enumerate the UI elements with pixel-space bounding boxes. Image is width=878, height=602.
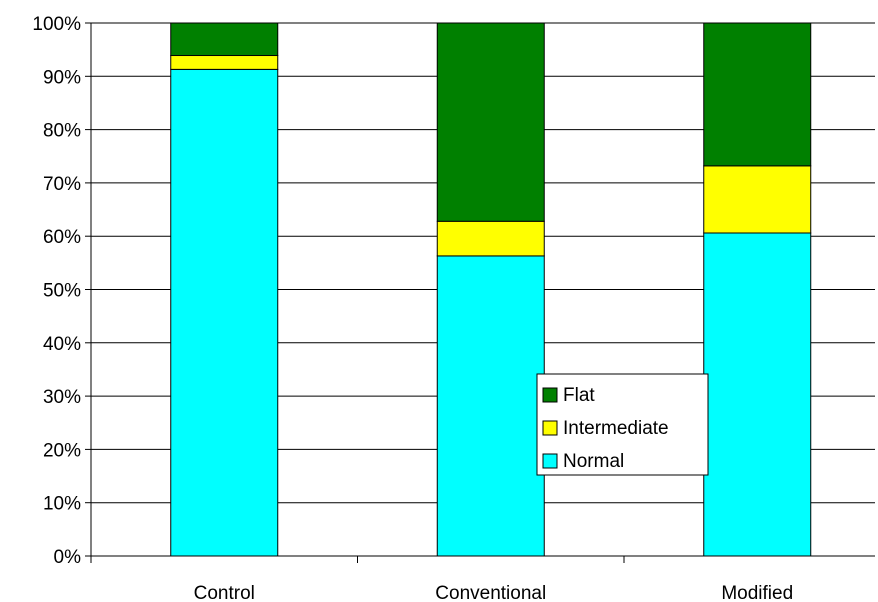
bar-segment-normal-modified	[703, 232, 812, 557]
bar-segment-normal-conventional	[436, 255, 545, 557]
legend: Flat Intermediate Normal	[536, 373, 709, 476]
x-axis-category-labels: Control Conventional Modified	[194, 583, 794, 602]
y-tick-label: 60%	[43, 227, 81, 248]
bar-segment-intermediate-modified	[703, 165, 812, 234]
legend-swatch-intermediate	[542, 420, 558, 436]
bar-segment-flat-conventional	[436, 22, 545, 222]
bar-segment-normal-control	[170, 68, 279, 557]
legend-swatch-flat	[542, 387, 558, 403]
y-tick-label: 10%	[43, 494, 81, 515]
x-axis-tick-marks	[90, 556, 625, 563]
legend-label-intermediate: Intermediate	[563, 418, 669, 439]
y-tick-label: 0%	[54, 547, 82, 568]
bar-segment-intermediate-control	[170, 55, 279, 70]
bar-segment-flat-control	[170, 22, 279, 57]
y-tick-label: 20%	[43, 440, 81, 461]
bars	[170, 22, 812, 557]
y-tick-label: 70%	[43, 174, 81, 195]
y-tick-label: 90%	[43, 67, 81, 88]
y-tick-label: 50%	[43, 281, 81, 302]
y-tick-label: 30%	[43, 387, 81, 408]
x-category-label: Control	[194, 583, 255, 602]
legend-label-normal: Normal	[563, 451, 624, 472]
legend-label-flat: Flat	[563, 385, 595, 406]
bar-segment-intermediate-conventional	[436, 220, 545, 257]
x-category-label: Conventional	[435, 583, 546, 602]
bar-segment-flat-modified	[703, 22, 812, 167]
y-tick-label: 40%	[43, 334, 81, 355]
y-tick-label: 100%	[32, 14, 81, 35]
x-category-label: Modified	[721, 583, 793, 602]
legend-swatch-normal	[542, 453, 558, 469]
y-axis-tick-labels: 0% 10% 20% 30% 40% 50% 60% 70% 80% 90% 100%	[32, 14, 92, 568]
y-tick-label: 80%	[43, 121, 81, 142]
legend-box	[536, 373, 709, 476]
